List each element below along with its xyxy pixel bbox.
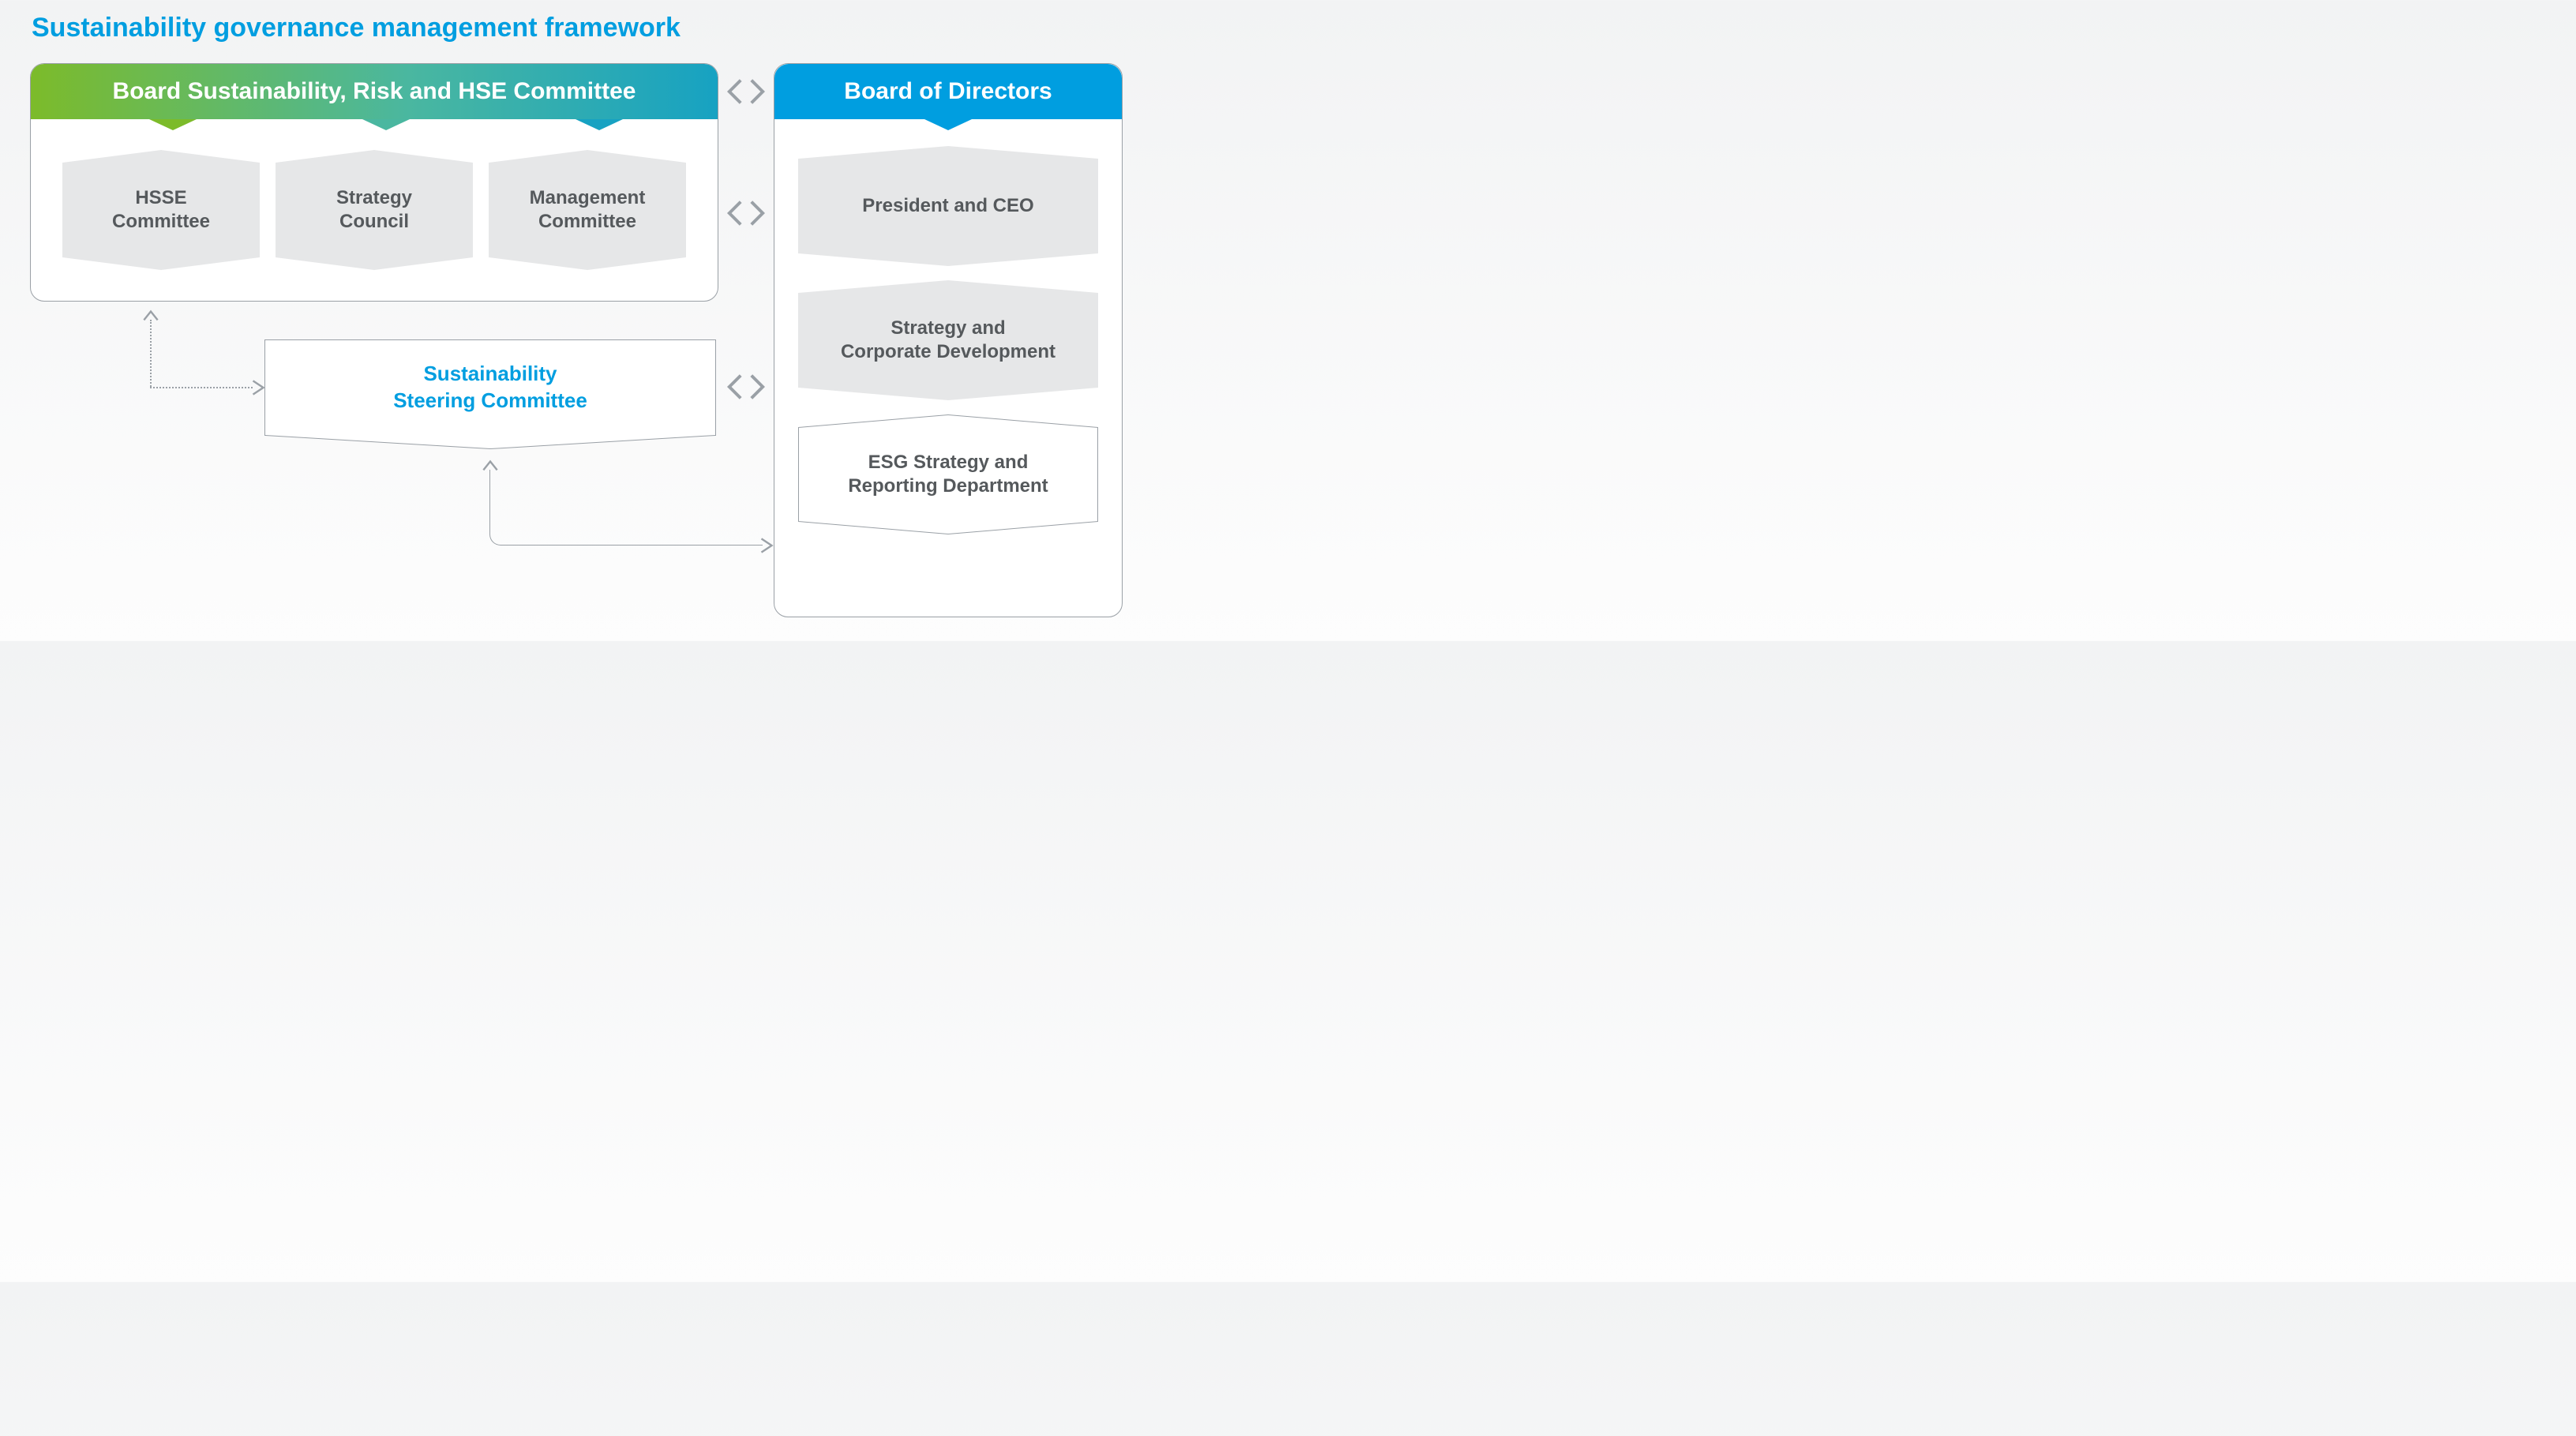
box-label: President and CEO [862,194,1033,218]
box-label: Strategy andCorporate Development [841,317,1056,364]
bidirectional-icon [726,373,766,401]
connector-dotted [150,320,152,387]
page-title: Sustainability governance management fra… [32,13,681,43]
header-notch-icon [362,119,410,130]
left-panel-header: Board Sustainability, Risk and HSE Commi… [31,64,718,119]
right-panel: Board of Directors President and CEO Str… [774,63,1123,617]
box-label: ESG Strategy andReporting Department [848,451,1048,498]
left-panel: Board Sustainability, Risk and HSE Commi… [30,63,718,302]
header-notch-icon [924,119,972,130]
left-panel-body: HSSECommittee StrategyCouncil Management… [31,119,718,301]
box-ceo: President and CEO [798,159,1098,253]
connector-dotted [150,387,253,389]
header-notch-icon [576,119,623,130]
box-label: SustainabilitySteering Committee [393,361,587,414]
right-panel-body: President and CEO Strategy andCorporate … [774,119,1122,522]
connector-solid [489,470,763,546]
arrowhead-up-icon [141,306,161,327]
arrowhead-right-icon [756,535,777,556]
right-panel-header: Board of Directors [774,64,1122,119]
bidirectional-icon [726,77,766,106]
box-scd: Strategy andCorporate Development [798,293,1098,388]
arrowhead-right-icon [248,377,268,398]
box-label: HSSECommittee [112,186,210,234]
header-notch-icon [149,119,197,130]
left-panel-header-label: Board Sustainability, Risk and HSE Commi… [113,78,636,105]
arrowhead-up-icon [480,456,501,477]
box-label: StrategyCouncil [336,186,412,234]
box-strategy-council: StrategyCouncil [276,163,473,257]
right-panel-header-label: Board of Directors [844,78,1052,105]
box-esg: ESG Strategy andReporting Department [798,427,1098,522]
box-steering: SustainabilitySteering Committee [264,339,716,436]
box-mgmt: ManagementCommittee [489,163,686,257]
bidirectional-icon [726,199,766,227]
box-label: ManagementCommittee [530,186,646,234]
box-hsse: HSSECommittee [62,163,260,257]
